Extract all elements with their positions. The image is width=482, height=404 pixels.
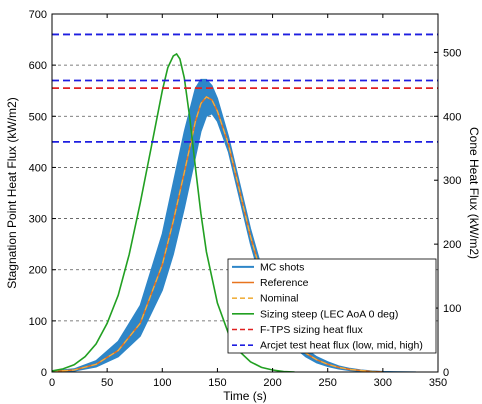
series-layer	[52, 33, 438, 372]
x-tick-label-200: 200	[263, 377, 281, 389]
y-axis-label-left: Stagnation Point Heat Flux (kW/m2)	[5, 97, 19, 288]
y-tick-label-right-200: 200	[443, 239, 461, 251]
x-tick-label-350: 350	[429, 377, 447, 389]
legend-label-1: Reference	[260, 277, 309, 289]
legend-label-4: F-TPS sizing heat flux	[260, 324, 363, 336]
y-tick-label-left-400: 400	[29, 162, 47, 174]
series-sizing-steep-lec-aoa-0-deg	[52, 52, 295, 372]
legend-label-0: MC shots	[260, 261, 304, 273]
y-tick-label-right-400: 400	[443, 111, 461, 123]
y-tick-label-left-500: 500	[29, 111, 47, 123]
x-tick-label-300: 300	[374, 377, 392, 389]
y-tick-label-left-600: 600	[29, 60, 47, 72]
legend: MC shots Reference Nominal Sizing steep (LE…	[227, 258, 437, 354]
y-tick-label-right-500: 500	[443, 47, 461, 59]
x-tick-label-0: 0	[49, 377, 55, 389]
series-clip-group	[52, 33, 438, 372]
x-tick-label-100: 100	[153, 377, 171, 389]
y-tick-label-right-100: 100	[443, 303, 461, 315]
x-tick-label-150: 150	[208, 377, 226, 389]
y-tick-label-right-300: 300	[443, 175, 461, 187]
y-tick-label-left-100: 100	[29, 316, 47, 328]
x-axis-label: Time (s)	[223, 389, 267, 403]
x-tick-label-250: 250	[319, 377, 337, 389]
y-tick-label-left-300: 300	[29, 214, 47, 226]
y-tick-label-left-0: 0	[41, 367, 47, 379]
legend-label-5: Arcjet test heat flux (low, mid, high)	[260, 340, 423, 352]
legend-label-3: Sizing steep (LEC AoA 0 deg)	[260, 308, 398, 320]
y-tick-label-left-700: 700	[29, 9, 47, 21]
y-axis-label-right: Cone Heat Flux (kW/m2)	[467, 127, 481, 259]
plot-frame	[51, 13, 439, 373]
legend-box	[227, 258, 437, 354]
y-tick-label-left-200: 200	[29, 265, 47, 277]
axis-ticks: 0 50 100 150 200 250 300 3500100200300400500600…	[29, 9, 462, 389]
series-nominal	[52, 96, 383, 372]
legend-label-2: Nominal	[260, 293, 299, 305]
x-tick-label-50: 50	[101, 377, 113, 389]
y-tick-label-right-0: 0	[443, 367, 449, 379]
